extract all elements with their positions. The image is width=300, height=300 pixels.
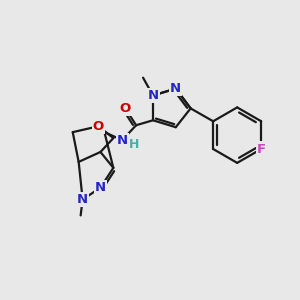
Text: O: O: [93, 120, 104, 133]
Text: F: F: [256, 142, 266, 155]
Text: N: N: [117, 134, 128, 147]
Text: N: N: [170, 82, 181, 95]
Text: H: H: [129, 138, 139, 151]
Text: O: O: [120, 102, 131, 115]
Text: N: N: [147, 89, 158, 102]
Text: N: N: [77, 193, 88, 206]
Text: N: N: [95, 181, 106, 194]
